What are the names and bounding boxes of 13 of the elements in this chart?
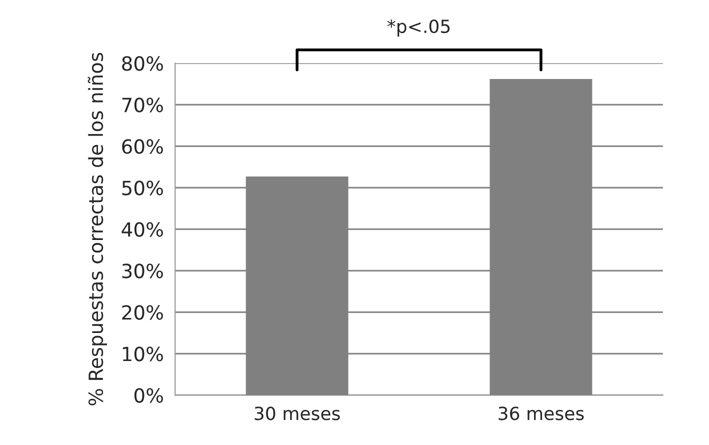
text: *p<.05	[387, 19, 450, 37]
y-tick-label: 20%	[122, 305, 163, 320]
y-axis-title: % Respuestas correctas de los niños	[88, 52, 107, 406]
y-tick-label: 80%	[122, 56, 163, 71]
y-tick-label: 60%	[122, 139, 163, 154]
y-tick-label: 0%	[134, 388, 163, 403]
x-tick-label: 36 meses	[498, 406, 584, 420]
x-tick-label: 30 meses	[254, 406, 340, 420]
y-tick-label: 50%	[122, 180, 163, 196]
y-tick-label: 10%	[122, 346, 163, 362]
y-tick-label: 40%	[122, 222, 163, 237]
y-tick-label: 30%	[122, 264, 163, 278]
y-tick-label: 70%	[122, 98, 163, 112]
